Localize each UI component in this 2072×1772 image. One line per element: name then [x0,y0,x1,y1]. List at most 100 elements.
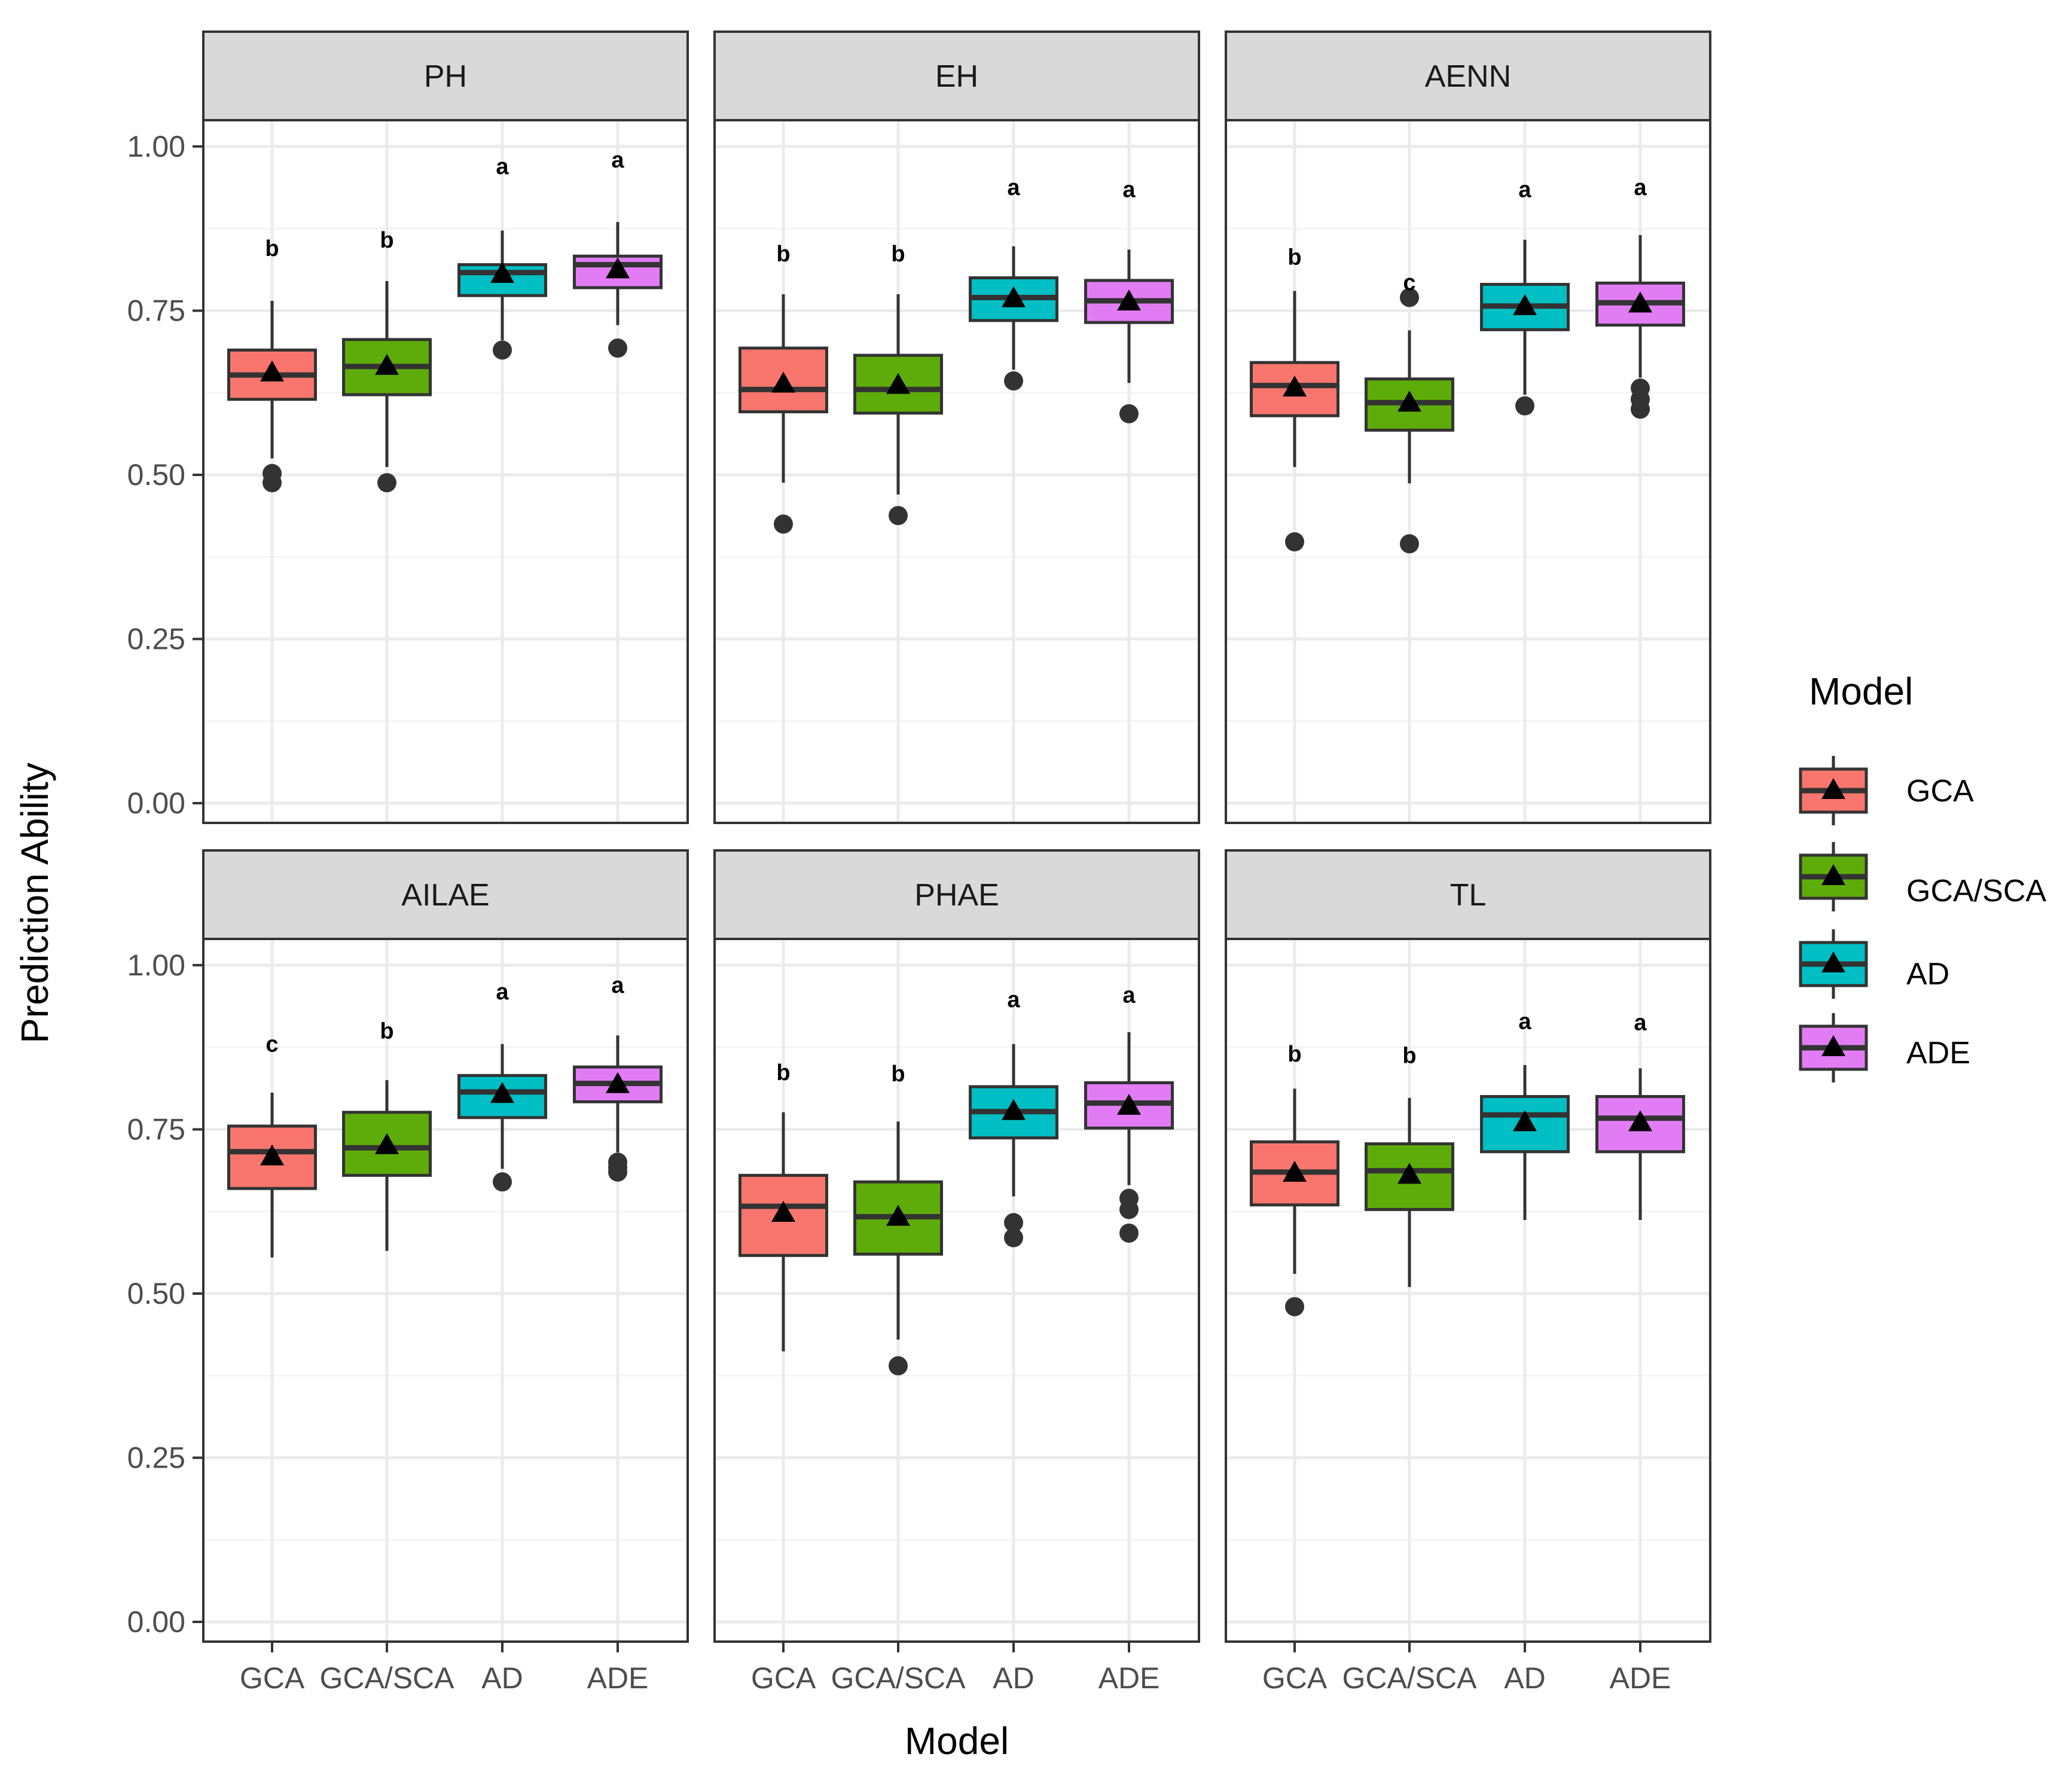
box-gca-sca: c [1365,270,1454,554]
panel-background [715,120,1199,823]
x-tick-label: GCA [1262,1661,1328,1695]
mean-marker [771,371,795,393]
x-axis-title: Model [905,1719,1009,1762]
box-gca-sca: b [853,242,943,526]
panel-eh: b b a a EH [713,31,1200,824]
y-tick-label: 1.00 [127,130,185,163]
mean-marker [1283,1161,1307,1182]
x-axis: GCA GCA/SCA AD ADE GCA GCA/SCA AD ADE GCA GCA/SCA… [240,1642,1671,1695]
legend-item-ad: AD [1799,929,1949,999]
box-gca: b [1250,1042,1339,1316]
group-letter: a [611,973,624,998]
panel-background [1226,120,1710,823]
x-tick-label: GCA [240,1661,305,1695]
box-ade: a [573,973,663,1182]
mean-marker [1117,1094,1141,1115]
strip-label: AILAE [401,878,489,913]
mean-marker [771,1201,795,1222]
mean-marker [606,1072,630,1093]
x-tick-label: ADE [1610,1661,1671,1695]
legend-label: GCA/SCA [1906,874,2046,908]
x-tick-label: GCA [751,1661,816,1695]
outlier-point [1400,288,1419,307]
outlier-point [608,338,627,358]
y-tick-label: 0.50 [127,1277,185,1310]
outlier-point [263,473,282,493]
y-tick-label: 0.25 [127,1441,185,1475]
box-ad: a [1480,177,1570,416]
legend-item-ade: ADE [1799,1013,1970,1082]
mean-marker [1283,376,1307,397]
group-letter: b [1287,245,1301,270]
outlier-point [1004,1213,1023,1233]
mean-marker [1397,391,1421,412]
box-gca: c [227,1032,317,1258]
outlier-point [1400,534,1419,554]
box-gca-sca: b [853,1062,943,1375]
legend: Model GCA GCA/SCA AD ADE [1799,670,2046,1082]
outlier-point [377,473,396,493]
group-letter: b [265,236,279,261]
y-tick-label: 0.25 [127,623,185,656]
box-ade: a [573,148,663,358]
y-tick-label: 0.00 [127,786,185,820]
outlier-point [1004,371,1023,391]
x-tick-label: ADE [587,1661,649,1695]
box-iqr [1250,361,1339,417]
legend-item-gca: GCA [1799,756,1974,825]
strip-label: PHAE [914,878,999,913]
strip-background [1225,849,1711,940]
box-ad: a [457,980,547,1192]
x-tick-label: ADE [1098,1661,1160,1695]
legend-label: GCA [1906,774,1974,809]
y-tick-label: 0.75 [127,1112,185,1146]
panels: b b a a PH b b a a EH b c a a AENN c b a a AILAE b b a a PHAE b b a… [202,31,1711,1643]
outlier-point [1631,399,1650,419]
panel-ailae: c b a a AILAE [202,849,689,1643]
x-tick-label: AD [481,1661,523,1695]
panel-background [715,939,1199,1642]
mean-marker [260,360,284,382]
mean-marker [375,353,399,375]
box-ad: a [969,987,1058,1248]
panel-phae: b b a a PHAE [713,849,1200,1643]
y-tick-label: 1.00 [127,948,185,982]
strip-background [1225,31,1711,121]
mean-marker [1513,1110,1537,1131]
box-gca: b [739,1060,828,1352]
y-tick-label: 0.00 [127,1605,185,1639]
box-ad: a [457,154,547,360]
panel-background [1226,939,1710,1642]
outlier-point [1515,396,1534,416]
outlier-point [1285,1297,1304,1316]
outlier-point [889,1356,908,1375]
panel-tl: b b a a TL [1225,849,1711,1643]
outlier-point [1004,1228,1023,1248]
group-letter: a [1634,175,1647,200]
group-letter: a [496,154,509,179]
x-tick-label: AD [993,1661,1034,1695]
legend-title: Model [1809,670,1913,713]
group-letter: a [1518,1009,1531,1034]
group-letter: b [380,228,393,253]
outlier-point [1285,532,1304,551]
box-gca: b [1250,245,1339,551]
x-tick-label: AD [1504,1661,1545,1695]
outlier-point [1119,1223,1139,1243]
panel-ph: b b a a PH [202,31,689,824]
mean-marker [1002,1099,1026,1120]
legend-item-gca-sca: GCA/SCA [1799,842,2046,911]
group-letter: b [1402,1043,1416,1068]
group-letter: b [891,242,905,267]
mean-marker [1628,291,1652,313]
group-letter: b [776,242,790,267]
x-tick-label: GCA/SCA [1342,1661,1477,1695]
box-ad: a [1480,1009,1570,1220]
box-ade: a [1084,177,1174,423]
strip-label: EH [935,59,978,94]
mean-marker [260,1144,284,1166]
strip-label: PH [424,59,467,94]
panel-background [203,939,688,1642]
outlier-point [493,340,512,360]
legend-key-mean [1821,864,1845,885]
